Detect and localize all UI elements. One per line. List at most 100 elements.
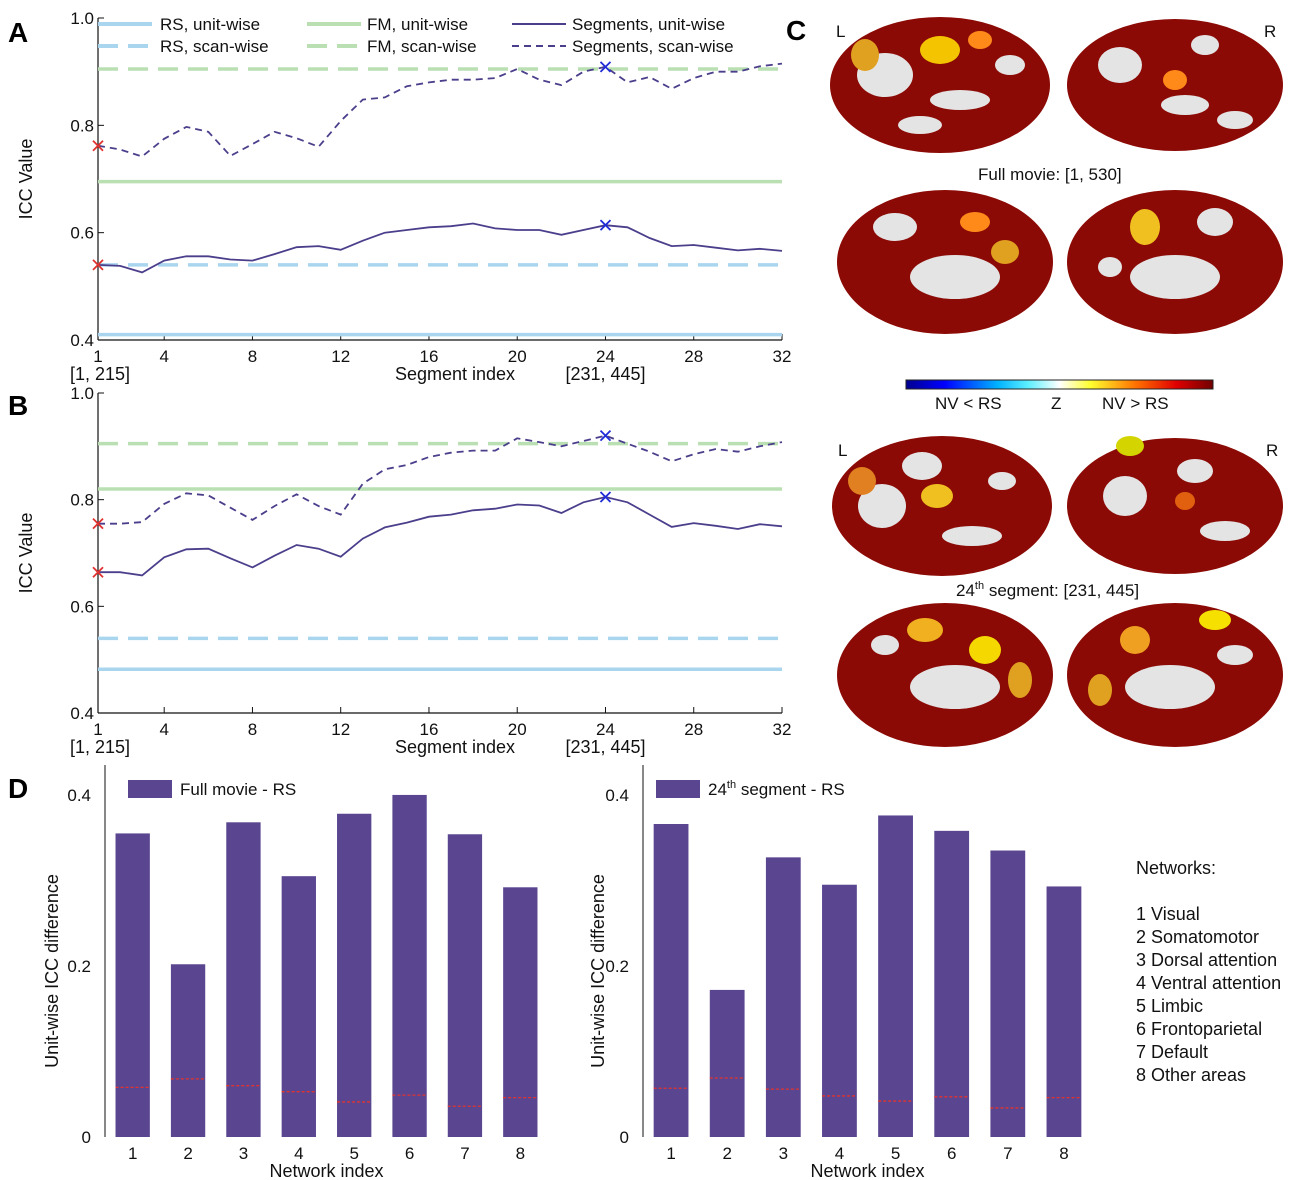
d-right-y-tick-label: 0 <box>620 1128 629 1147</box>
a-y-tick-label: 1.0 <box>70 9 94 28</box>
b-y-tick-label: 0.8 <box>70 491 94 510</box>
colorbar <box>905 379 1214 390</box>
d-right-x-axis-label: Network index <box>810 1161 924 1180</box>
d-right-bar <box>822 884 857 1137</box>
a-blue-marker <box>599 219 612 231</box>
line-chart-a: 1 4 8 12 16 20 24 28 32 0.4 0.6 0.8 1.0 Segment index… <box>16 9 791 384</box>
brain-full-medial-left <box>837 190 1053 334</box>
b-x-tick-label: 16 <box>420 720 439 739</box>
b-y-tick-label: 0.6 <box>70 597 94 616</box>
panel-label-a: A <box>8 17 28 48</box>
hemisphere-right-label-bottom: R <box>1266 441 1278 460</box>
network-item: 5 Limbic <box>1136 996 1204 1016</box>
d-left-bar <box>392 794 427 1137</box>
d-left-bar <box>503 887 538 1137</box>
b-y-tick-label: 1.0 <box>70 384 94 403</box>
d-left-x-tick-label: 6 <box>405 1144 414 1163</box>
legend-seg-unit: Segments, unit-wise <box>572 15 725 34</box>
a-red-marker <box>92 259 104 271</box>
b-x-tick-label: 32 <box>773 720 792 739</box>
a-x-tick-label: 20 <box>508 347 527 366</box>
a-y-tick-label: 0.8 <box>70 116 94 135</box>
b-x-tick-label: 12 <box>331 720 350 739</box>
hemisphere-left-label-top: L <box>836 22 845 41</box>
d-right-bar <box>709 989 745 1137</box>
b-x-tick-label: 20 <box>508 720 527 739</box>
network-item: 2 Somatomotor <box>1136 927 1260 947</box>
d-right-bar <box>878 815 913 1137</box>
network-item: 8 Other areas <box>1136 1065 1247 1085</box>
panel-label-c: C <box>786 15 806 46</box>
bar-chart-24th-segment: 0 0.2 0.4 1 2 3 4 5 6 7 8 Network index Unit-wise IC… <box>588 765 1082 1180</box>
b-x-tick-label: 1 <box>93 720 102 739</box>
d-right-x-tick-label: 3 <box>779 1144 788 1163</box>
d-left-bar <box>170 964 206 1137</box>
d-right-bar <box>653 824 689 1137</box>
d-left-y-tick-label: 0.4 <box>67 786 91 805</box>
panel-label-d: D <box>8 773 28 804</box>
b-x-tick-label: 4 <box>159 720 168 739</box>
d-left-y-tick-label: 0.2 <box>67 957 91 976</box>
a-x-axis-label: Segment index <box>395 364 515 384</box>
hemisphere-right-label-top: R <box>1264 22 1276 41</box>
hemisphere-left-label-bottom: L <box>838 441 847 460</box>
d-right-x-tick-label: 8 <box>1059 1144 1068 1163</box>
b-y-tick-label: 0.4 <box>70 704 94 723</box>
d-left-y-axis-label: Unit-wise ICC difference <box>42 874 62 1068</box>
d-right-x-tick-label: 4 <box>835 1144 844 1163</box>
b-series-scan-wise <box>98 434 783 525</box>
a-x-tick-label: 4 <box>159 347 168 366</box>
d-right-x-tick-label: 1 <box>666 1144 675 1163</box>
network-legend-heading: Networks: <box>1136 858 1217 878</box>
d-left-legend-swatch <box>128 780 172 798</box>
network-item: 7 Default <box>1136 1042 1209 1062</box>
brain-seg-medial-left <box>837 603 1053 747</box>
b-blue-marker <box>599 491 612 503</box>
d-right-legend-label: 24th segment - RS <box>708 779 845 799</box>
brain-seg-lateral-left <box>832 436 1052 576</box>
legend-rs-scan: RS, scan-wise <box>160 37 269 56</box>
d-right-y-tick-label: 0.4 <box>605 786 629 805</box>
brain-seg-lateral-right <box>1067 436 1283 574</box>
a-x-tick-label: 32 <box>773 347 792 366</box>
a-x-tick-label: 16 <box>420 347 439 366</box>
colorbar-label-mid: Z <box>1051 394 1061 413</box>
a-x-tick-label: 8 <box>248 347 257 366</box>
brain-seg-medial-right <box>1067 603 1283 747</box>
brain-full-lateral-left <box>830 17 1050 153</box>
d-right-bar <box>1046 886 1082 1137</box>
b-y-axis-label: ICC Value <box>16 513 36 594</box>
bar-chart-full-movie: 0 0.2 0.4 1 2 3 4 5 6 7 8 Network index Unit-wise IC… <box>42 765 538 1180</box>
d-left-x-tick-label: 5 <box>349 1144 358 1163</box>
d-right-x-tick-label: 6 <box>947 1144 956 1163</box>
network-item: 1 Visual <box>1136 904 1200 924</box>
a-y-tick-label: 0.6 <box>70 224 94 243</box>
colorbar-label-left: NV < RS <box>935 394 1002 413</box>
line-chart-b: 1 4 8 12 16 20 24 28 32 0.4 0.6 0.8 1.0 Segment index… <box>16 384 791 757</box>
network-item: 6 Frontoparietal <box>1136 1019 1263 1039</box>
a-x-tick-label: 24 <box>596 347 615 366</box>
legend-fm-scan: FM, scan-wise <box>367 37 477 56</box>
a-series-unit-wise <box>97 222 783 274</box>
d-right-y-tick-label: 0.2 <box>605 957 629 976</box>
b-series-unit-wise <box>98 496 783 577</box>
d-left-bar <box>447 834 483 1137</box>
colorbar-label-right: NV > RS <box>1102 394 1169 413</box>
a-x-tick-label: 28 <box>684 347 703 366</box>
b-x-tick-label: 28 <box>684 720 703 739</box>
d-right-x-tick-label: 7 <box>1003 1144 1012 1163</box>
a-red-marker <box>92 140 104 152</box>
b-x-axis-label: Segment index <box>395 737 515 757</box>
d-right-bar <box>934 830 970 1137</box>
b-range-label-left: [1, 215] <box>70 737 130 757</box>
d-left-bar <box>337 813 372 1137</box>
b-range-label-right: [231, 445] <box>565 737 645 757</box>
a-range-label-right: [231, 445] <box>565 364 645 384</box>
a-range-label-left: [1, 215] <box>70 364 130 384</box>
d-left-x-axis-label: Network index <box>269 1161 383 1180</box>
a-blue-marker <box>599 61 612 73</box>
d-left-x-tick-label: 1 <box>128 1144 137 1163</box>
panel-label-b: B <box>8 390 28 421</box>
brain-caption-segment: 24th segment: [231, 445] <box>956 580 1139 600</box>
